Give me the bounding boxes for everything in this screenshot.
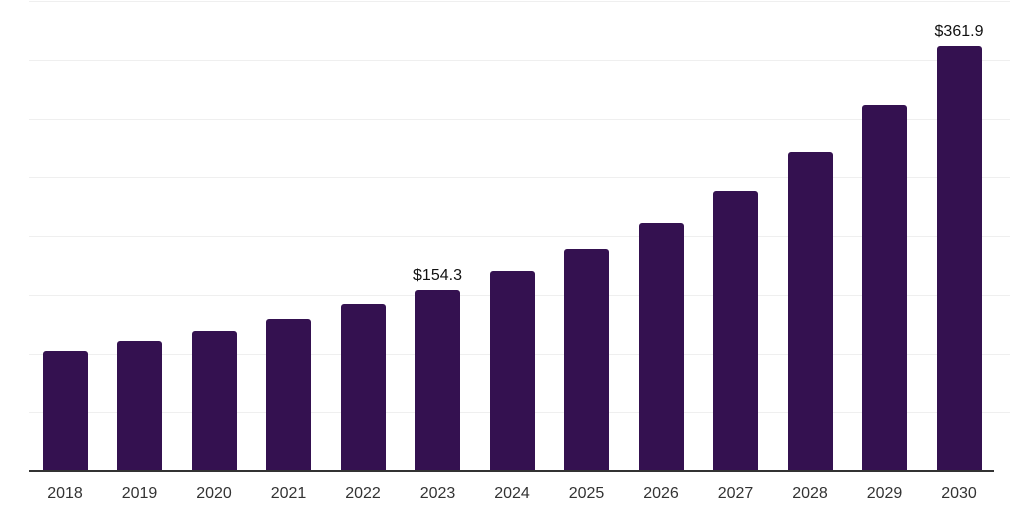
x-tick-2028: 2028 (792, 485, 828, 502)
bar-2027 (713, 191, 758, 471)
bar-2029 (862, 105, 907, 471)
gridline-250 (29, 177, 1010, 179)
x-tick-2026: 2026 (643, 485, 679, 502)
x-tick-2027: 2027 (717, 485, 754, 502)
x-tick-2025: 2025 (568, 485, 605, 502)
gridline-200 (29, 236, 1010, 237)
x-tick-2022: 2022 (345, 485, 381, 502)
x-tick-2020: 2020 (196, 485, 232, 502)
data-label-2023: $154.3 (413, 266, 462, 284)
bar-2023 (415, 289, 460, 471)
plot-area: $154.3 $361.9 (29, 1, 1010, 471)
x-tick-2018: 2018 (47, 485, 83, 502)
bar-2019 (117, 340, 162, 471)
bar-2024 (489, 271, 535, 471)
bar-2018 (42, 351, 88, 471)
gridline-300 (29, 118, 1010, 120)
bar-2022 (340, 303, 386, 471)
bar-2020 (191, 331, 237, 471)
x-tick-2029: 2029 (866, 485, 903, 502)
x-tick-2024: 2024 (494, 485, 530, 502)
x-tick-2019: 2019 (121, 485, 158, 502)
data-label-2030: $361.9 (934, 22, 984, 40)
bar-2025 (564, 248, 609, 471)
bar-2030 (936, 45, 982, 471)
x-tick-2023: 2023 (419, 485, 456, 502)
bar-2028 (787, 151, 833, 471)
x-axis-line (29, 470, 994, 472)
bar-2021 (266, 318, 311, 471)
x-tick-2030: 2030 (941, 485, 977, 502)
bar-2026 (638, 223, 684, 471)
gridline-350 (29, 59, 1010, 61)
gridline-400 (29, 1, 1010, 2)
x-tick-2021: 2021 (270, 485, 307, 502)
